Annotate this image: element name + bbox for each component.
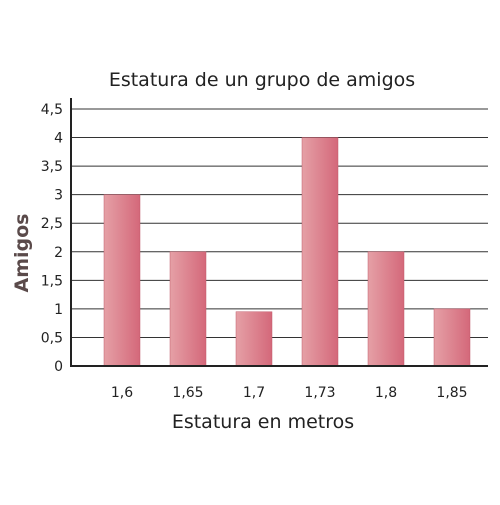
y-tick-label: 2,5 (41, 216, 63, 232)
y-tick-label: 3 (54, 188, 63, 204)
y-tick-label: 2 (54, 245, 63, 261)
x-tick-label: 1,65 (172, 385, 203, 401)
y-tick-label: 4,5 (41, 102, 63, 118)
y-tick-label: 3,5 (41, 159, 63, 175)
bar-1-8 (367, 251, 405, 367)
x-tick-labels: 1,6 1,65 1,7 1,73 1,8 1,85 (111, 385, 468, 401)
bar-1-65 (169, 251, 207, 367)
bar-1-73 (301, 137, 339, 367)
y-tick-labels: 0 0,5 1 1,5 2 2,5 3 3,5 4 4,5 (41, 102, 63, 375)
y-tick-label: 1,5 (41, 273, 63, 289)
x-tick-label: 1,6 (111, 385, 133, 401)
y-tick-label: 1 (54, 302, 63, 318)
bars (103, 137, 471, 367)
bar-1-85 (433, 308, 471, 367)
x-tick-label: 1,8 (375, 385, 397, 401)
grid-lines (71, 108, 488, 338)
y-tick-label: 4 (54, 131, 63, 147)
chart-title: Estatura de un grupo de amigos (109, 69, 415, 91)
x-axis-title: Estatura en metros (172, 411, 354, 433)
bar-1-7 (235, 311, 273, 367)
x-tick-label: 1,7 (243, 385, 265, 401)
x-tick-label: 1,85 (436, 385, 467, 401)
x-tick-label: 1,73 (304, 385, 335, 401)
y-tick-label: 0 (54, 359, 63, 375)
bar-1-6 (103, 194, 141, 367)
y-tick-label: 0,5 (41, 330, 63, 346)
y-axis-title: Amigos (11, 214, 33, 293)
